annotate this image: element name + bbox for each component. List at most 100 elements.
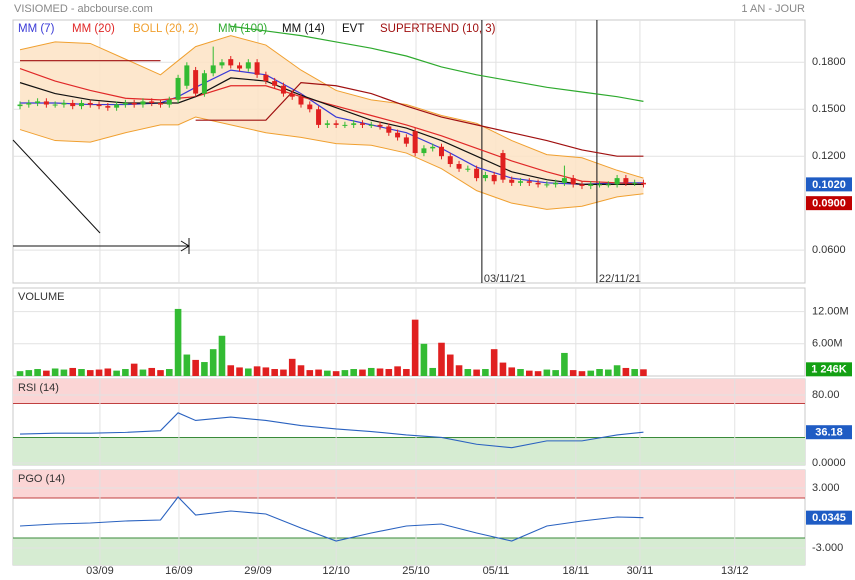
candle-body — [228, 59, 234, 66]
overbought-zone — [13, 379, 805, 404]
candle-body — [96, 104, 102, 107]
legend-entry: SUPERTREND (10, 3) — [380, 23, 496, 35]
candle-body — [588, 184, 594, 186]
candle-body — [272, 81, 278, 86]
volume-bar — [148, 367, 156, 376]
series-line — [20, 60, 644, 157]
volume-bar — [157, 370, 164, 376]
volume-bar — [297, 365, 305, 376]
volume-bar — [499, 362, 507, 376]
candle-body — [114, 104, 120, 108]
oversold-zone — [13, 437, 805, 465]
volume-bar — [464, 369, 472, 376]
candle-body — [175, 77, 181, 100]
candle-body — [254, 62, 260, 75]
candle-body — [561, 178, 567, 183]
series-line — [20, 69, 644, 185]
period: 1 AN - JOUR — [741, 3, 805, 15]
volume-bar — [306, 370, 314, 376]
candle-body — [368, 124, 374, 126]
volume-bar — [605, 369, 612, 376]
volume-bar — [25, 370, 33, 376]
volume-bar — [139, 369, 147, 376]
volume-bar — [640, 369, 647, 376]
candle-body — [131, 102, 137, 105]
volume-bar — [51, 368, 59, 376]
candle-body — [474, 168, 480, 179]
x-tick-label: 16/09 — [165, 565, 193, 577]
volume-bar — [376, 368, 384, 376]
candle-body — [201, 73, 207, 94]
candle-body — [614, 178, 620, 185]
candle-body — [553, 182, 559, 185]
volume-bar — [631, 369, 638, 376]
band-lower — [19, 116, 644, 210]
band-upper — [19, 35, 644, 179]
candle-body — [158, 102, 164, 105]
last-value-label-box — [806, 510, 852, 525]
candle-body — [17, 104, 23, 107]
volume-bar — [394, 366, 401, 376]
candle-body — [289, 93, 295, 97]
volume-bar — [587, 370, 595, 376]
series-line — [19, 77, 644, 185]
candle-body — [403, 137, 409, 144]
candle-body — [324, 123, 330, 125]
candle-body — [245, 62, 251, 69]
candle-body — [333, 123, 339, 125]
volume-bar — [253, 366, 261, 376]
x-tick-label: 29/09 — [244, 565, 272, 577]
candle-body — [465, 168, 471, 170]
volume-bar — [341, 370, 349, 376]
last-value-label: 0.0345 — [812, 512, 846, 524]
event-label: 22/11/21 — [599, 273, 641, 285]
volume-bar — [482, 369, 489, 376]
candle-body — [526, 181, 532, 183]
x-tick-label: 25/10 — [402, 565, 430, 577]
y-tick-label: 6.00M — [812, 338, 843, 350]
volume-bar — [43, 370, 50, 376]
volume-bar — [209, 349, 217, 376]
legend-entry: BOLL (20, 2) — [133, 23, 199, 35]
indicator-line — [19, 496, 644, 542]
candle-body — [535, 182, 541, 185]
y-tick-label: 12.00M — [812, 306, 849, 318]
candle-body — [219, 62, 225, 66]
x-tick-label: 18/11 — [562, 565, 589, 577]
volume-bar — [174, 308, 182, 376]
candle-body — [544, 184, 550, 186]
x-tick-label: 03/09 — [86, 565, 114, 577]
volume-bar — [411, 319, 419, 376]
volume-bar — [95, 369, 103, 376]
volume-bar — [34, 369, 41, 376]
volume-bar — [569, 370, 577, 376]
volume-bar — [508, 367, 516, 376]
volume-bar — [552, 370, 559, 376]
volume-bar — [613, 365, 621, 376]
y-tick-label: 0.1200 — [812, 150, 846, 162]
candle-body — [518, 181, 524, 183]
volume-bar — [122, 369, 129, 376]
volume-bar — [245, 368, 252, 376]
panel-title: VOLUME — [18, 291, 64, 303]
volume-bar — [622, 367, 630, 376]
candle-body — [35, 101, 41, 103]
candle-body — [342, 124, 348, 126]
price-label: 0.1020 — [812, 179, 846, 191]
candle-body — [166, 99, 172, 105]
candle-body — [500, 153, 506, 180]
last-volume-label-box — [806, 362, 852, 377]
candle-body — [52, 104, 58, 106]
last-value-label-box — [806, 425, 852, 440]
candle-body — [193, 70, 199, 94]
candle-body — [61, 102, 67, 105]
legend-entry: MM (100) — [218, 23, 267, 35]
indicator-line — [20, 412, 644, 449]
volume-bar — [332, 371, 340, 376]
volume-bar — [218, 335, 226, 376]
volume-bar — [113, 370, 120, 376]
y-tick-label: 0.0600 — [812, 244, 846, 256]
volume-bar — [578, 371, 586, 376]
candle-body — [122, 102, 128, 105]
y-tick-label: -3.000 — [812, 542, 843, 554]
